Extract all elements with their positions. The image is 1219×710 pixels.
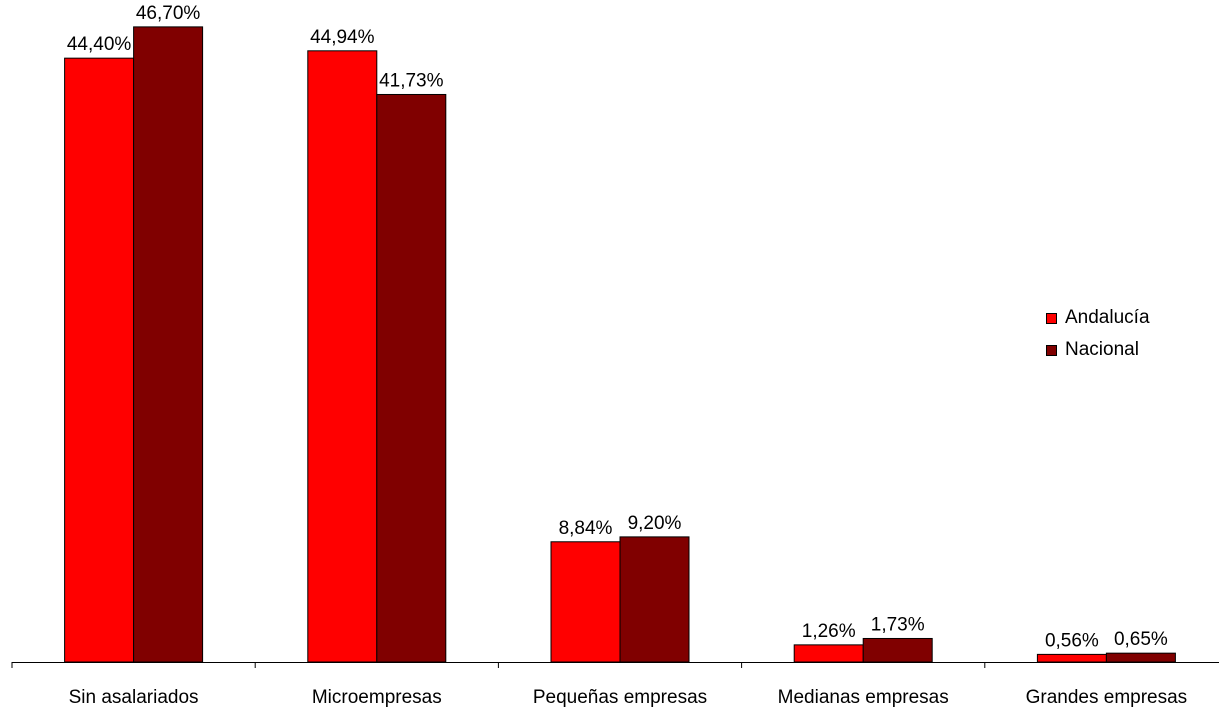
data-label-andalucia-microempresas: 44,94% [310, 27, 375, 48]
legend-swatch-andalucia [1046, 312, 1057, 324]
data-label-andalucia-grandes-empresas: 0,56% [1045, 630, 1099, 651]
x-axis [11, 662, 1219, 668]
legend-item-andalucia: Andalucía [1046, 302, 1150, 334]
category-labels-group: Sin asalariados Microempresas Pequeñas emp… [69, 687, 1188, 708]
bar-andalucia-pequenas-empresas [550, 541, 621, 663]
bar-nacional-pequenas-empresas [619, 536, 690, 663]
legend-label-andalucia: Andalucía [1065, 307, 1150, 328]
bar-nacional-microempresas [376, 93, 447, 663]
bars-group [64, 26, 1176, 663]
data-label-nacional-pequenas-empresas: 9,20% [628, 513, 682, 534]
x-tick-label-pequenas-empresas: Pequeñas empresas [533, 687, 707, 708]
data-label-nacional-medianas-empresas: 1,73% [871, 614, 925, 635]
data-label-andalucia-medianas-empresas: 1,26% [802, 621, 856, 642]
legend: Andalucía Nacional [1046, 302, 1150, 366]
legend-item-nacional: Nacional [1046, 334, 1150, 366]
bar-nacional-medianas-empresas [862, 637, 933, 663]
data-label-nacional-sin-asalariados: 46,70% [136, 3, 201, 24]
data-label-nacional-grandes-empresas: 0,65% [1114, 629, 1168, 650]
value-labels-group: 44,40%46,70% 44,94% 41,73% 8,84% 9,20% 1,26% 1… [67, 3, 1168, 652]
x-tick-label-sin-asalariados: Sin asalariados [69, 687, 199, 708]
data-label-andalucia-pequenas-empresas: 8,84% [559, 518, 613, 539]
x-tick-label-microempresas: Microempresas [312, 687, 442, 708]
legend-swatch-nacional [1046, 344, 1057, 356]
legend-label-nacional: Nacional [1065, 339, 1139, 360]
x-tick-label-grandes-empresas: Grandes empresas [1026, 687, 1188, 708]
x-tick-label-medianas-empresas: Medianas empresas [778, 687, 949, 708]
bar-nacional-grandes-empresas [1105, 652, 1176, 663]
bar-nacional-sin-asalariados [133, 26, 204, 663]
bar-andalucia-microempresas [307, 50, 378, 663]
data-label-nacional-microempresas: 41,73% [379, 70, 444, 91]
bar-andalucia-grandes-empresas [1036, 653, 1107, 663]
bar-andalucia-sin-asalariados [64, 57, 135, 663]
bar-andalucia-medianas-empresas [793, 644, 864, 663]
data-label-andalucia-sin-asalariados: 44,40% [67, 34, 132, 55]
